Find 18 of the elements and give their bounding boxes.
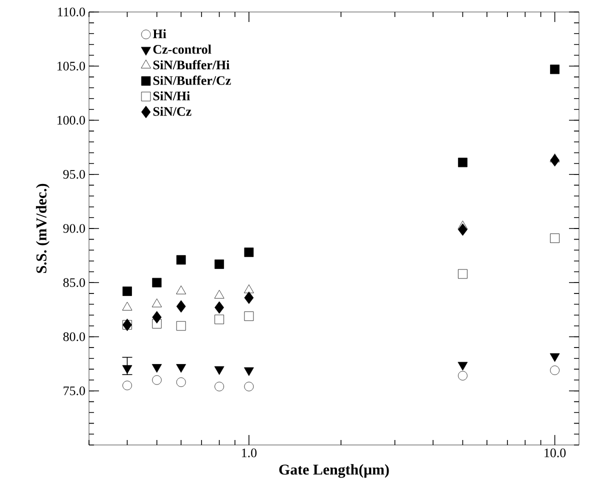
legend-label: Cz-control xyxy=(153,44,212,54)
legend-label: SiN/Buffer/Cz xyxy=(153,76,231,85)
y-tick-label: 75.0 xyxy=(64,386,85,396)
y-tick-label: 105.0 xyxy=(57,62,85,71)
legend-label: SiN/Buffer/Hi xyxy=(153,60,230,70)
y-tick-label: 85.0 xyxy=(63,278,85,288)
y-tick-label: 80.0 xyxy=(63,332,85,342)
legend-label: SiN/Cz xyxy=(153,106,192,116)
x-axis-title: Gate Length(μm) xyxy=(279,464,389,478)
y-tick-label: 95.0 xyxy=(63,170,85,179)
y-tick-label: 110.0 xyxy=(58,8,85,16)
x-tick-label: 1.0 xyxy=(242,448,257,458)
y-tick-label: 90.0 xyxy=(63,224,85,233)
legend-label: SiN/Hi xyxy=(153,91,190,100)
x-tick-label: 10.0 xyxy=(544,448,566,458)
y-tick-label: 100.0 xyxy=(57,116,85,125)
legend-label: Hi xyxy=(152,29,166,38)
y-axis-title: S.S. (mV/dec.) xyxy=(36,184,50,273)
